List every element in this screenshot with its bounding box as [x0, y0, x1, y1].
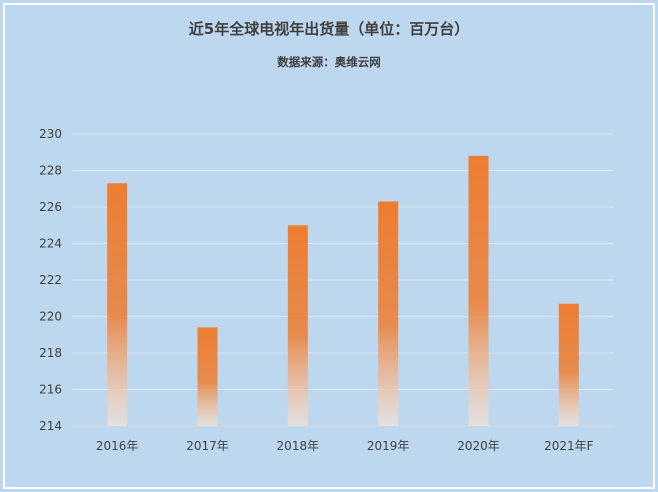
bars	[107, 155, 579, 426]
chart-frame	[3, 3, 655, 489]
y-tick-label: 214	[39, 419, 62, 433]
y-tick-label: 224	[39, 237, 62, 251]
x-tick-label: 2017年	[186, 439, 229, 453]
x-axis-ticks: 2016年 2017年 2018年 2019年 2020年 2021年F	[96, 439, 594, 453]
y-tick-label: 218	[39, 346, 62, 360]
y-tick-label: 222	[39, 273, 62, 287]
bar-5	[468, 155, 489, 426]
x-tick-label: 2019年	[367, 439, 410, 453]
y-tick-label: 228	[39, 164, 62, 178]
x-tick-label: 2018年	[277, 439, 320, 453]
y-tick-label: 220	[39, 310, 62, 324]
bar-1	[107, 183, 128, 426]
y-tick-label: 230	[39, 127, 62, 141]
x-tick-label: 2016年	[96, 439, 139, 453]
y-tick-label: 226	[39, 200, 62, 214]
bar-3	[287, 225, 308, 426]
gridlines	[72, 133, 614, 427]
chart-title: 近5年全球电视年出货量（单位：百万台）	[189, 20, 469, 38]
bar-2	[197, 327, 218, 426]
bar-6	[558, 303, 579, 426]
y-axis-ticks: 214 216 218 220 222 224 226 228 230	[39, 127, 62, 433]
y-tick-label: 216	[39, 383, 62, 397]
x-tick-label: 2020年	[457, 439, 500, 453]
x-tick-label: 2021年F	[544, 439, 594, 453]
chart-subtitle: 数据来源：奥维云网	[277, 55, 381, 69]
bar-4	[378, 201, 399, 426]
